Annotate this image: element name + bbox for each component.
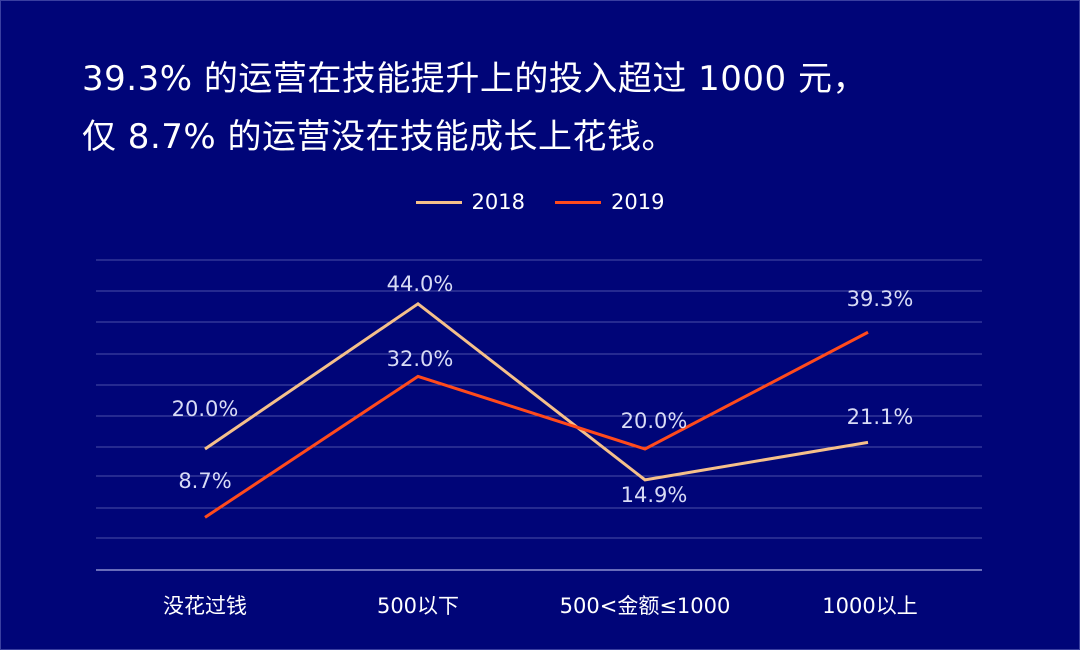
- data-label-2019-3: 39.3%: [847, 287, 914, 311]
- legend-item-2018[interactable]: 2018: [415, 190, 525, 214]
- headline-line-2: 仅 8.7% 的运营没在技能成长上花钱。: [82, 117, 676, 157]
- chart-headline: 39.3% 的运营在技能提升上的投入超过 1000 元， 仅 8.7% 的运营没…: [82, 50, 867, 166]
- data-label-2019-2: 20.0%: [621, 409, 688, 433]
- data-label-2018-0: 20.0%: [172, 397, 239, 421]
- series-line-2018[interactable]: [204, 301, 869, 482]
- data-label-2018-2: 14.9%: [621, 483, 688, 507]
- data-label-2018-1: 44.0%: [387, 272, 454, 296]
- data-label-2019-0: 8.7%: [178, 469, 231, 493]
- series-line-2019[interactable]: [204, 330, 869, 519]
- x-axis-label-1: 500以下: [376, 594, 460, 618]
- legend-line-icon-2018: [415, 200, 462, 204]
- chart-legend: 2018 2019: [0, 190, 1080, 214]
- legend-label-2018: 2018: [471, 190, 525, 214]
- headline-line-1: 39.3% 的运营在技能提升上的投入超过 1000 元，: [82, 59, 867, 99]
- legend-label-2019: 2019: [611, 190, 665, 214]
- legend-line-icon-2019: [555, 200, 601, 204]
- data-label-2018-3: 21.1%: [847, 405, 914, 429]
- x-axis-label-2: 500<金额≤1000: [559, 594, 731, 618]
- legend-item-2019[interactable]: 2019: [555, 190, 664, 214]
- data-label-2019-1: 32.0%: [387, 347, 454, 371]
- x-axis-label-3: 1000以上: [822, 594, 918, 618]
- x-axis-label-0: 没花过钱: [163, 594, 247, 618]
